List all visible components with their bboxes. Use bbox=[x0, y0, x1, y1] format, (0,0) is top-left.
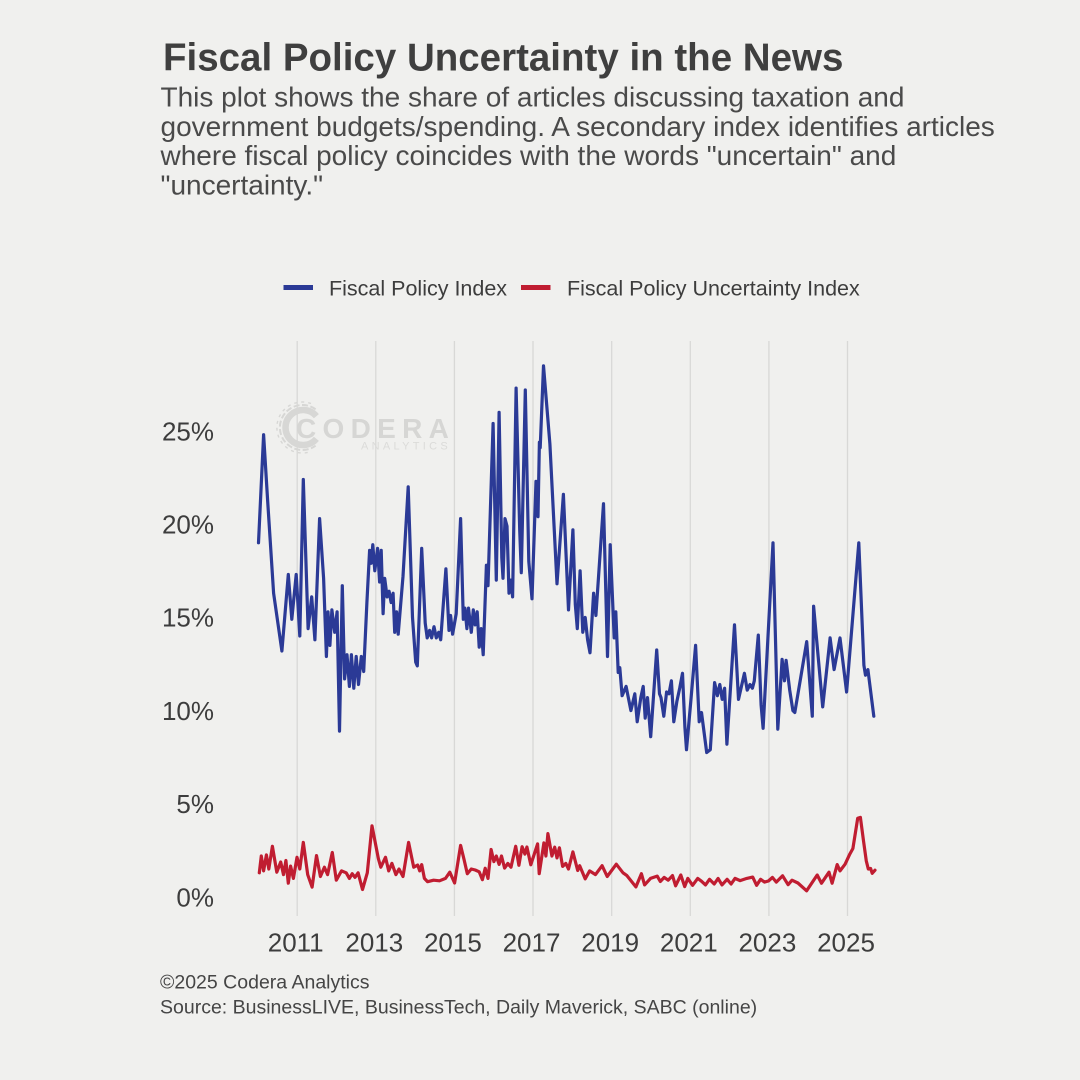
svg-text:CODERA: CODERA bbox=[296, 413, 455, 444]
svg-text:2017: 2017 bbox=[503, 928, 561, 958]
svg-text:Source: BusinessLIVE, Business: Source: BusinessLIVE, BusinessTech, Dail… bbox=[160, 997, 757, 1019]
svg-text:2015: 2015 bbox=[424, 928, 482, 958]
svg-text:This plot shows the share of a: This plot shows the share of articles di… bbox=[161, 82, 905, 113]
svg-text:2021: 2021 bbox=[660, 928, 718, 958]
svg-text:5%: 5% bbox=[176, 789, 214, 819]
svg-text:0%: 0% bbox=[176, 882, 214, 912]
svg-text:2023: 2023 bbox=[738, 928, 796, 958]
svg-text:2013: 2013 bbox=[345, 928, 403, 958]
svg-text:2019: 2019 bbox=[581, 928, 639, 958]
svg-text:20%: 20% bbox=[162, 510, 214, 540]
svg-text:2025: 2025 bbox=[817, 928, 875, 958]
svg-text:2011: 2011 bbox=[268, 928, 324, 958]
svg-text:Fiscal Policy Index: Fiscal Policy Index bbox=[329, 277, 507, 301]
svg-text:ANALYTICS: ANALYTICS bbox=[361, 441, 451, 453]
svg-text:Fiscal Policy Uncertainty Inde: Fiscal Policy Uncertainty Index bbox=[567, 277, 860, 301]
svg-text:©2025 Codera Analytics: ©2025 Codera Analytics bbox=[160, 972, 370, 994]
svg-text:where fiscal policy coincides: where fiscal policy coincides with the w… bbox=[160, 140, 897, 171]
svg-text:"uncertainty.": "uncertainty." bbox=[161, 170, 324, 201]
svg-text:government budgets/spending. A: government budgets/spending. A secondary… bbox=[161, 111, 995, 142]
svg-text:25%: 25% bbox=[162, 416, 214, 446]
svg-text:Fiscal Policy Uncertainty in t: Fiscal Policy Uncertainty in the News bbox=[163, 37, 843, 80]
svg-text:10%: 10% bbox=[162, 696, 214, 726]
svg-text:15%: 15% bbox=[162, 603, 214, 633]
